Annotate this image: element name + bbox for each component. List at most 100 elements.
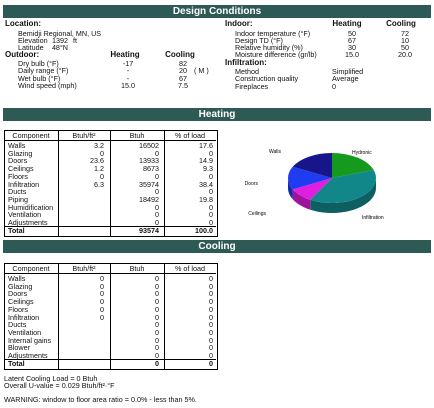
- cell: 0: [209, 327, 213, 337]
- cell: 0: [209, 274, 213, 283]
- label: Daily range (°F): [18, 66, 69, 76]
- label: Fireplaces: [235, 81, 269, 91]
- value: -: [126, 73, 130, 83]
- value: 7.5: [178, 80, 188, 90]
- column-header: Btuh/ft²: [72, 264, 96, 273]
- value: 50: [401, 43, 409, 52]
- cell: Floors: [8, 304, 28, 314]
- value: 50: [348, 29, 356, 38]
- label: Design TD (°F): [235, 36, 283, 45]
- table-rule: [110, 130, 111, 237]
- pie-label: Hydronic: [352, 150, 372, 156]
- table-rule: [110, 263, 111, 370]
- column-header: Btuh: [129, 131, 145, 140]
- label: Moisture difference (gr/lb): [235, 50, 317, 59]
- cell: 0: [155, 297, 159, 307]
- cell: Ceilings: [8, 164, 34, 174]
- cell: 0: [155, 218, 159, 227]
- cell: 0: [100, 281, 104, 291]
- cell: 0: [209, 171, 213, 181]
- cell: 0: [209, 187, 213, 197]
- value: 20: [179, 66, 187, 76]
- note: ( M ): [194, 66, 209, 76]
- cell: 93574: [139, 225, 159, 235]
- column-header: Heating: [332, 19, 362, 28]
- cell: Glazing: [8, 281, 33, 291]
- cell: 13933: [139, 156, 159, 166]
- cell: 18492: [139, 194, 159, 204]
- cell: Floors: [8, 171, 28, 181]
- pie-slice: [292, 178, 332, 200]
- cell: 0: [209, 304, 213, 314]
- pie-label: Ceilings: [248, 211, 266, 217]
- value: -17: [122, 59, 134, 68]
- cell: 0: [209, 358, 213, 368]
- label: Method: [235, 67, 259, 76]
- cell: 0: [155, 327, 159, 337]
- cell: 100.0: [195, 225, 213, 235]
- cell: Total: [8, 358, 25, 368]
- label: Latitude: [18, 43, 44, 52]
- cell: Ducts: [8, 320, 27, 330]
- value: Simplified: [332, 67, 364, 76]
- cell: 3.2: [94, 141, 104, 150]
- value: 0: [332, 81, 336, 91]
- cell: 0: [155, 312, 159, 322]
- cell: 0: [155, 289, 159, 299]
- cell: 0: [155, 351, 159, 360]
- heading: Location:: [5, 19, 41, 28]
- cell: 0: [100, 274, 104, 283]
- column-header: % of load: [175, 264, 205, 273]
- cell: 38.4: [199, 179, 213, 189]
- cell: 0: [209, 218, 213, 227]
- cell: 0: [209, 312, 213, 322]
- section-bar: Heating: [3, 108, 431, 121]
- cell: 0: [209, 351, 213, 360]
- section-bar: Design Conditions: [3, 5, 431, 18]
- column-header: Btuh/ft²: [72, 131, 96, 140]
- value: 67: [348, 36, 356, 45]
- heading: Outdoor:: [5, 50, 40, 59]
- cell: 0: [209, 148, 213, 158]
- table-frame: [4, 263, 218, 371]
- cell: 19.8: [199, 194, 213, 204]
- warning: WARNING: window to floor area ratio = 0.…: [4, 395, 197, 404]
- cell: 0: [209, 335, 213, 345]
- cell: Adjustments: [8, 351, 48, 360]
- cell: 0: [209, 202, 213, 212]
- column-header: Heating: [110, 50, 140, 59]
- value: 15.0: [121, 80, 135, 90]
- table-rule: [4, 359, 216, 361]
- cell: Doors: [8, 156, 28, 166]
- cell: Humidification: [8, 202, 54, 212]
- value: 15.0: [345, 50, 359, 59]
- value: 67: [179, 73, 187, 83]
- column-header: Component: [12, 131, 50, 140]
- cell: 1.2: [94, 164, 104, 174]
- cell: 0: [155, 304, 159, 314]
- pie-label: Infiltration: [362, 215, 384, 221]
- value: Average: [332, 74, 359, 84]
- cell: Doors: [8, 289, 28, 299]
- cell: Piping: [8, 194, 28, 204]
- cell: 0: [155, 320, 159, 330]
- pie-side: [288, 178, 293, 200]
- value: 72: [401, 29, 409, 38]
- cell: 0: [155, 358, 159, 368]
- cell: 16502: [139, 141, 159, 150]
- note: Overall U-value = 0.029 Btuh/ft²·°F: [4, 381, 115, 390]
- pie-label: Walls: [269, 149, 282, 155]
- pie-side: [292, 189, 311, 210]
- cell: 0: [155, 202, 159, 212]
- cell: 0: [209, 210, 213, 220]
- cell: 0: [100, 289, 104, 299]
- cell: Glazing: [8, 148, 33, 158]
- cell: 0: [209, 281, 213, 291]
- cell: Blower: [8, 343, 30, 353]
- cell: 17.6: [199, 141, 213, 150]
- cell: 0: [155, 148, 159, 158]
- cell: 0: [100, 297, 104, 307]
- table-rule: [164, 130, 165, 237]
- cell: Infiltration: [8, 179, 40, 189]
